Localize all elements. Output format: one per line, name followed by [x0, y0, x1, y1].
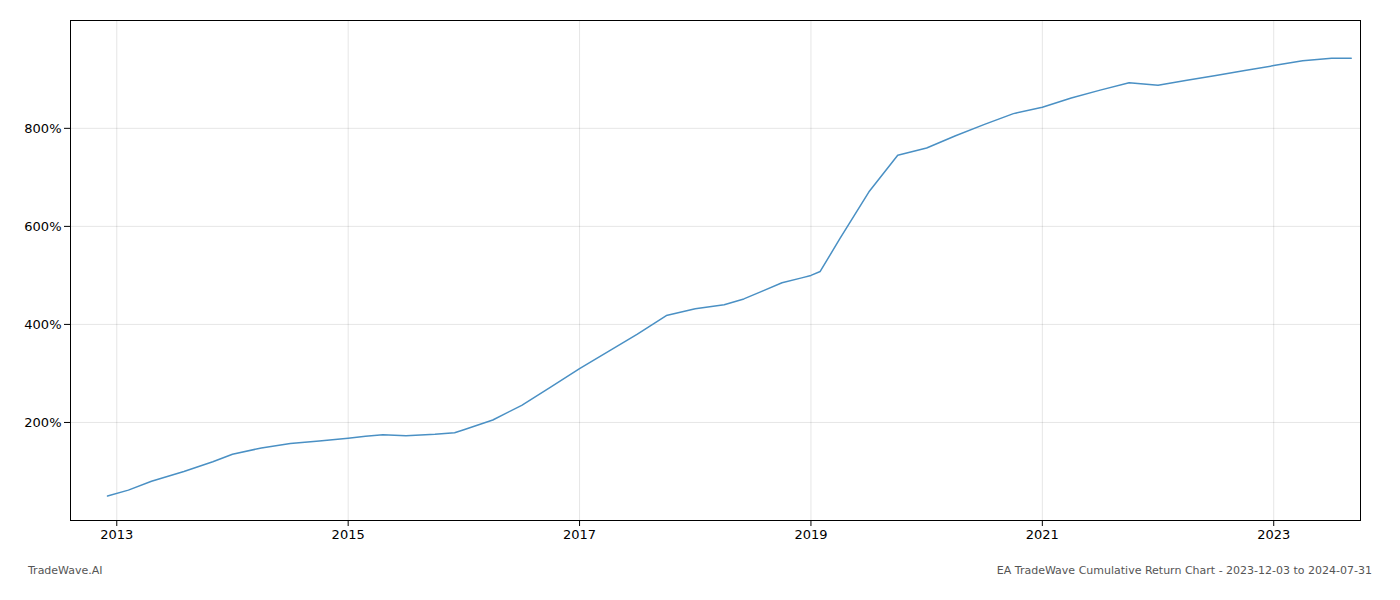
svg-text:2021: 2021	[1026, 527, 1059, 542]
html-text:TradeWave.AI: TradeWave.AI	[28, 564, 103, 577]
svg-text:200%: 200%	[24, 415, 61, 430]
svg-text:800%: 800%	[24, 121, 61, 136]
svg-text:2017: 2017	[563, 527, 596, 542]
svg-text:2019: 2019	[794, 527, 827, 542]
html-text:EA TradeWave Cumulative Return: EA TradeWave Cumulative Return Chart - 2…	[996, 564, 1372, 577]
svg-text:600%: 600%	[24, 219, 61, 234]
svg-text:2013: 2013	[100, 527, 133, 542]
svg-text:400%: 400%	[24, 317, 61, 332]
svg-text:2015: 2015	[332, 527, 365, 542]
svg-text:2023: 2023	[1257, 527, 1290, 542]
